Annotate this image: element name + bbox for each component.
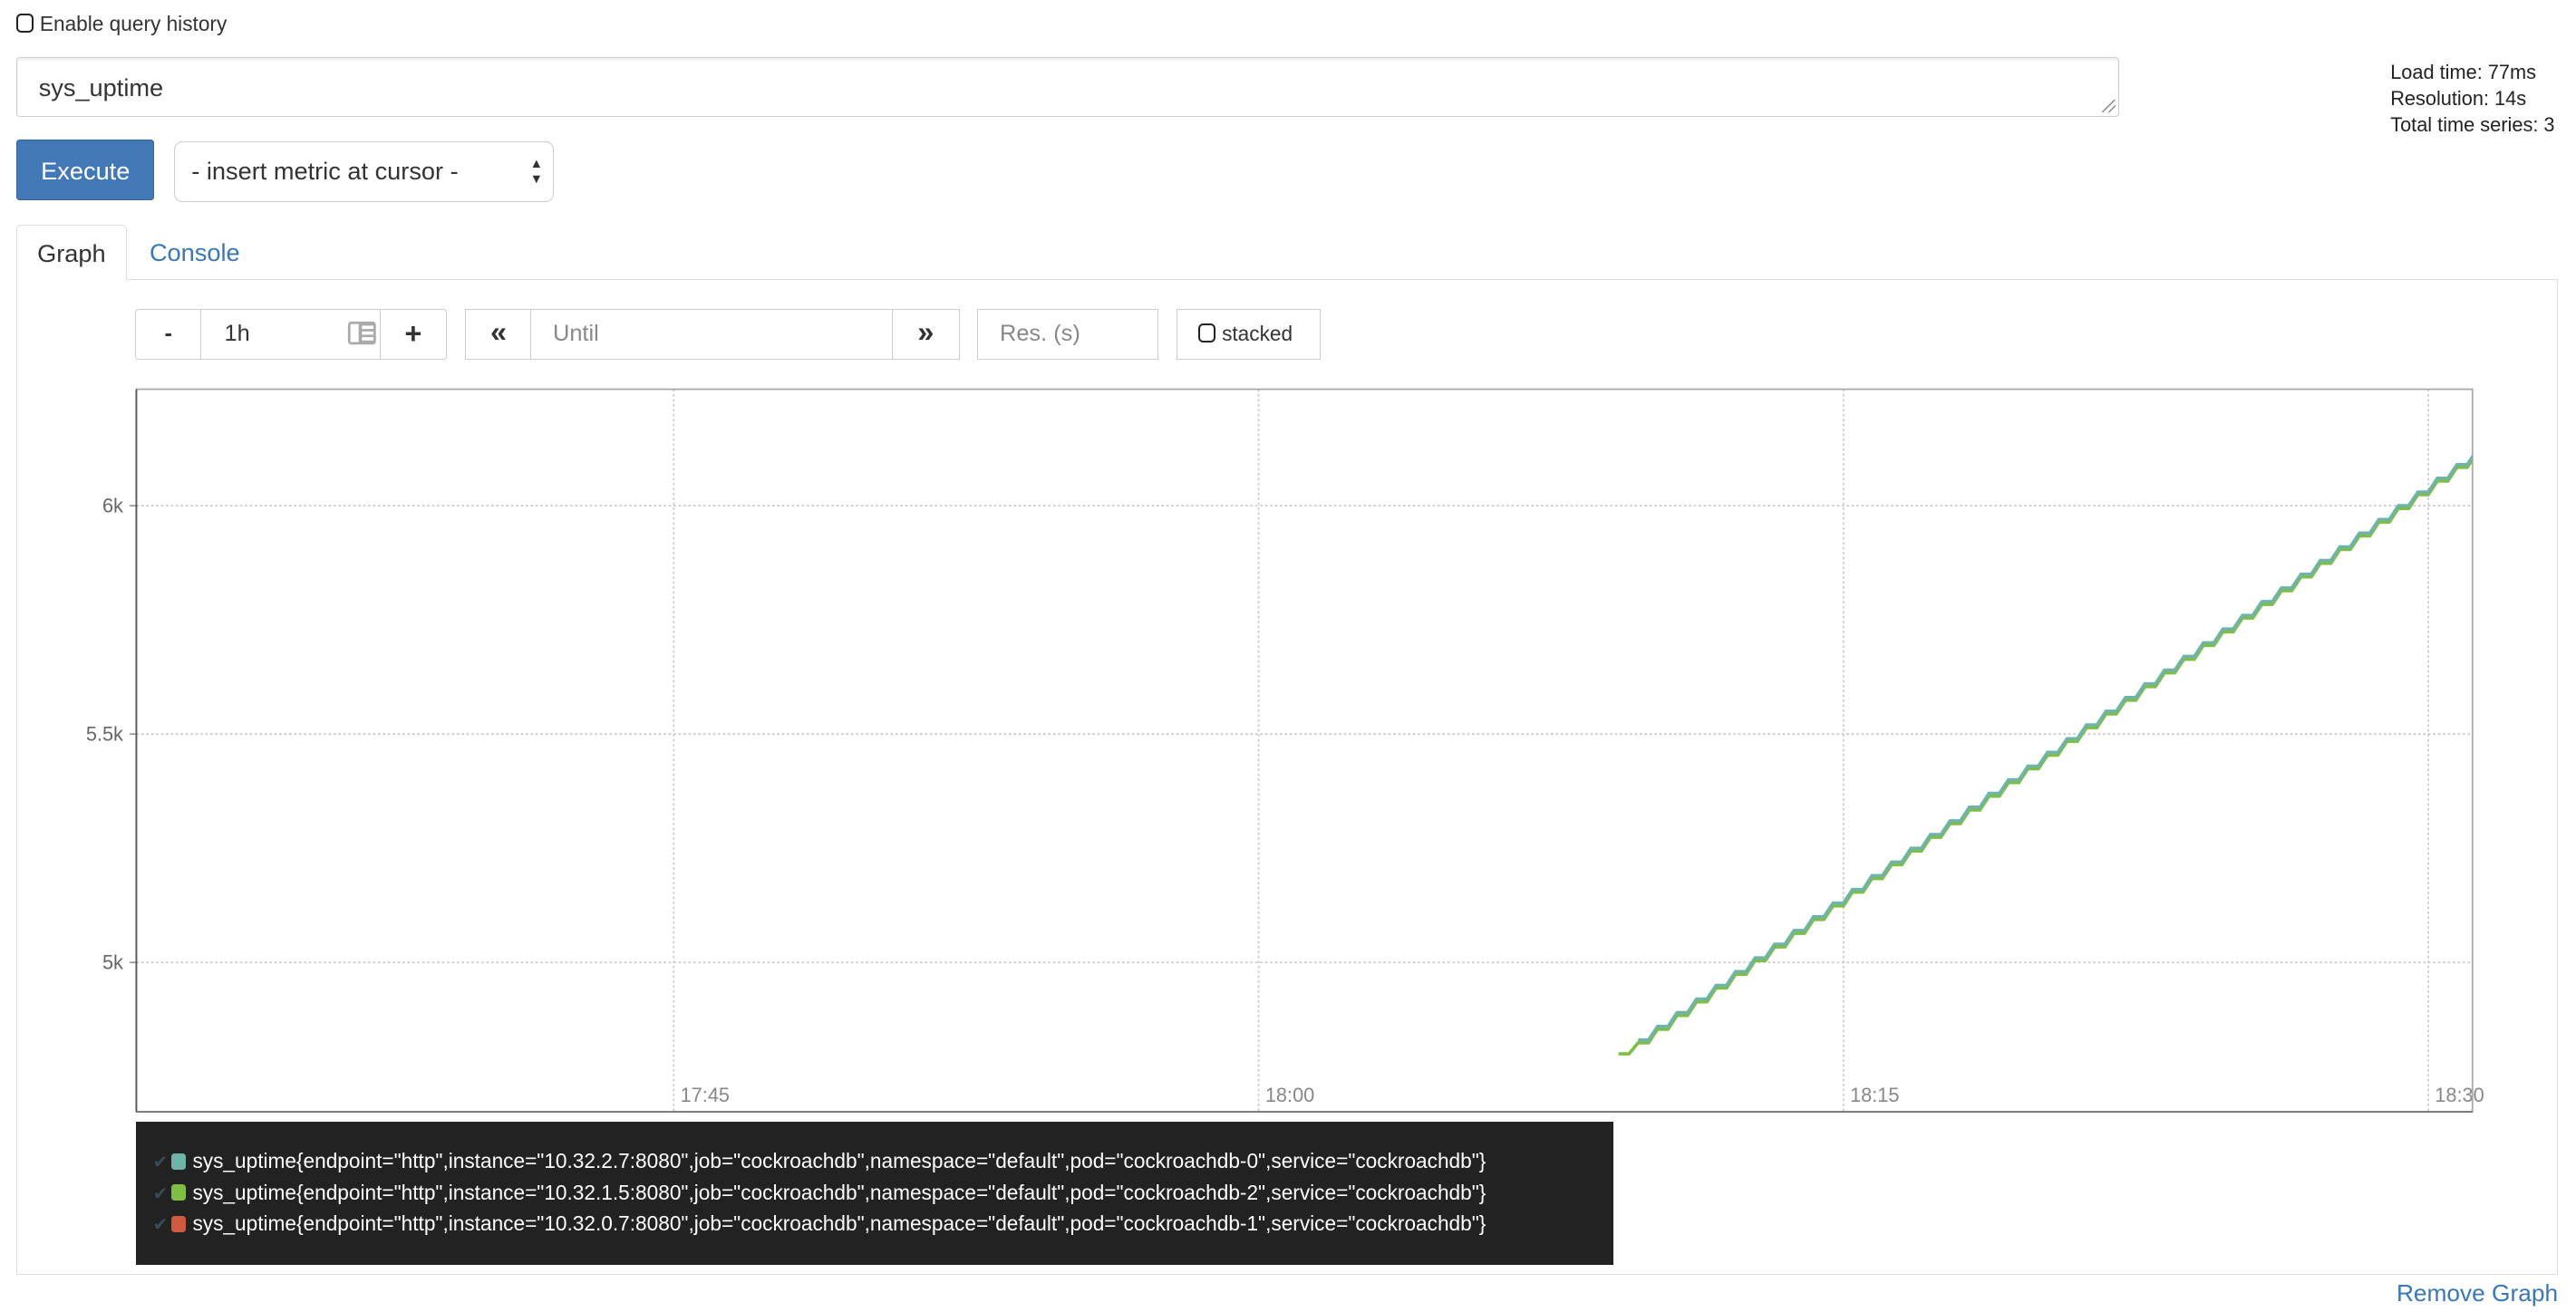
checkbox-icon[interactable] (1198, 323, 1215, 342)
color-swatch (170, 1153, 187, 1170)
decrease-range-button[interactable]: - (134, 308, 202, 360)
expression-input[interactable]: sys_uptime (16, 57, 2120, 117)
y-tick-label: 5k (102, 950, 123, 973)
stacked-toggle[interactable]: stacked (1176, 308, 1322, 360)
stacked-label: stacked (1222, 321, 1293, 345)
y-tick-label: 5.5k (86, 722, 123, 745)
back-button[interactable]: « (464, 308, 533, 360)
y-tick-label: 6k (102, 494, 123, 516)
enable-query-history-label: Enable query history (39, 11, 228, 35)
resolution-input[interactable]: Res. (s) (977, 308, 1158, 360)
series-line (1638, 454, 2473, 1043)
insert-metric-value: - insert metric at cursor - (191, 156, 459, 185)
series-line (1638, 453, 2473, 1042)
x-tick-label: 18:15 (1850, 1084, 1899, 1106)
legend-item[interactable]: ✔ sys_uptime{endpoint="http",instance="10… (153, 1178, 1487, 1208)
legend-label: sys_uptime{endpoint="http",instance="10.… (192, 1211, 1487, 1235)
query-stats: Load time: 77ms Resolution: 14s Total ti… (2390, 59, 2554, 138)
chart: 5k 5.5k 6k 17:45 18:00 18:15 18:30 (86, 388, 2484, 1113)
insert-metric-select[interactable]: - insert metric at cursor - ▲ ▼ (174, 140, 554, 202)
calendar-icon[interactable] (347, 321, 377, 345)
check-icon: ✔ (152, 1153, 169, 1173)
plot-frame (135, 388, 2474, 1113)
check-icon: ✔ (152, 1183, 169, 1204)
legend-label: sys_uptime{endpoint="http",instance="10.… (192, 1180, 1487, 1204)
tab-console[interactable]: Console (149, 238, 240, 267)
select-arrows-icon: ▲ ▼ (529, 157, 543, 187)
x-tick-label: 18:00 (1265, 1084, 1314, 1106)
range-value: 1h (224, 320, 250, 346)
tab-graph[interactable]: Graph (16, 225, 127, 281)
remove-graph-link[interactable]: Remove Graph (2396, 1278, 2559, 1307)
until-input[interactable]: Until (530, 308, 894, 360)
forward-button[interactable]: » (892, 308, 960, 360)
legend: ✔ sys_uptime{endpoint="http",instance="10… (136, 1121, 1613, 1265)
enable-query-history-checkbox[interactable]: Enable query history (16, 12, 227, 36)
increase-range-button[interactable]: + (379, 308, 447, 360)
legend-item[interactable]: ✔ sys_uptime{endpoint="http",instance="10… (153, 1209, 1487, 1239)
execute-button[interactable]: Execute (16, 140, 155, 201)
color-swatch (170, 1215, 187, 1232)
legend-item[interactable]: ✔ sys_uptime{endpoint="http",instance="10… (153, 1146, 1487, 1176)
check-icon: ✔ (152, 1215, 169, 1235)
total-time-series: Total time series: 3 (2390, 113, 2555, 137)
load-time: Load time: 77ms (2390, 61, 2536, 84)
expression-value: sys_uptime (38, 73, 164, 102)
resize-handle-icon[interactable] (2102, 99, 2116, 113)
x-tick-label: 18:30 (2435, 1084, 2484, 1106)
graph-panel (16, 279, 2559, 1275)
legend-label: sys_uptime{endpoint="http",instance="10.… (192, 1149, 1487, 1173)
x-tick-label: 17:45 (681, 1084, 730, 1106)
color-swatch (170, 1184, 187, 1201)
resolution: Resolution: 14s (2390, 87, 2527, 111)
checkbox-icon[interactable] (16, 14, 34, 33)
